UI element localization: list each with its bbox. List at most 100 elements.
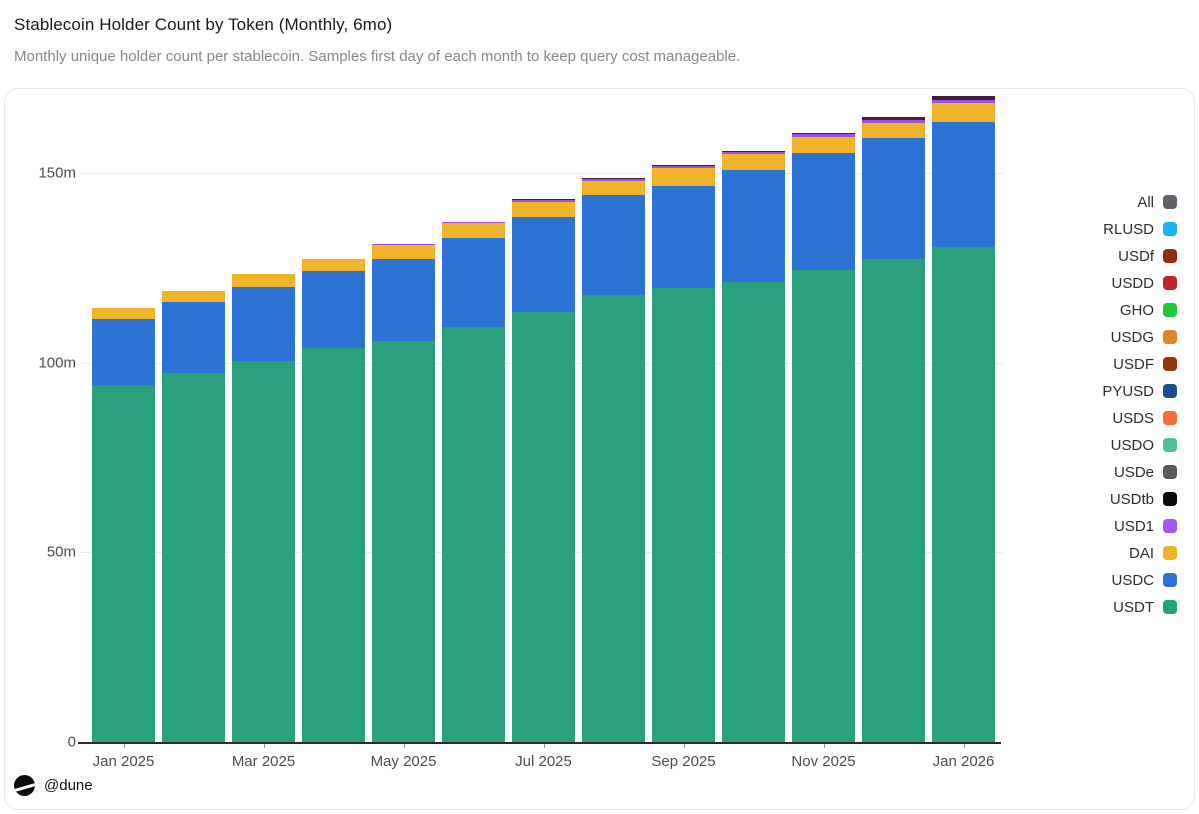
bar-segment-DAI-Aug-2025[interactable] [582, 180, 645, 195]
bar-segment-DAI-Dec-2025[interactable] [862, 122, 925, 139]
bar-segment-Other-minor-stablecoins-Oct-2025[interactable] [722, 150, 785, 152]
bar-segment-DAI-Jan-2026[interactable] [932, 103, 995, 123]
bar-segment-DAI-Jan-2025[interactable] [92, 308, 155, 320]
legend-swatch-USDS [1163, 411, 1177, 425]
legend-label-USD1: USD1 [1113, 517, 1154, 535]
bar-segment-USDT-Jul-2025[interactable] [512, 312, 575, 742]
bar-segment-USDT-Apr-2025[interactable] [302, 347, 365, 742]
bar-segment-USDC-Sep-2025[interactable] [652, 185, 715, 288]
x-axis-label-Nov-2025: Nov 2025 [791, 753, 856, 770]
bar-segment-USD1-Nov-2025[interactable] [792, 134, 855, 137]
x-tick-Sep-2025 [683, 744, 685, 748]
x-tick-Jan-2025 [123, 744, 125, 748]
legend-item-GHO[interactable]: GHO [1120, 300, 1177, 320]
x-axis-label-Jan-2025: Jan 2025 [92, 753, 155, 770]
bar-segment-USDT-Jun-2025[interactable] [442, 327, 505, 742]
legend-item-PYUSD[interactable]: PYUSD [1102, 381, 1177, 401]
x-axis-label-Mar-2025: Mar 2025 [231, 753, 296, 770]
legend-label-USDf: USDf [1118, 247, 1154, 265]
bar-segment-USDC-Apr-2025[interactable] [302, 270, 365, 348]
bar-segment-USD1-Sep-2025[interactable] [652, 165, 715, 169]
legend-swatch-USDe [1163, 465, 1177, 479]
bar-segment-Other-minor-stablecoins-Sep-2025[interactable] [652, 164, 715, 166]
bar-segment-USDC-Jan-2026[interactable] [932, 122, 995, 247]
y-axis-label-0: 0 [67, 733, 76, 751]
bar-segment-USD1-May-2025[interactable] [372, 244, 435, 246]
legend-item-USDF[interactable]: USDF [1113, 354, 1177, 374]
x-axis-line [78, 742, 1001, 744]
bar-segment-USDC-Aug-2025[interactable] [582, 195, 645, 296]
bar-segment-Other-minor-stablecoins-Dec-2025[interactable] [862, 116, 925, 120]
bar-segment-Other-minor-stablecoins-Jan-2026[interactable] [932, 95, 995, 100]
legend-swatch-GHO [1163, 303, 1177, 317]
legend-label-USDtb: USDtb [1109, 490, 1154, 508]
bar-segment-Other-minor-stablecoins-Jul-2025[interactable] [512, 198, 575, 200]
legend-swatch-USDF [1163, 357, 1177, 371]
legend-item-RLUSD[interactable]: RLUSD [1103, 219, 1177, 239]
bar-segment-USDT-May-2025[interactable] [372, 341, 435, 742]
bar-segment-USDT-Nov-2025[interactable] [792, 270, 855, 742]
bar-segment-USDC-Jun-2025[interactable] [442, 237, 505, 327]
bar-segment-DAI-May-2025[interactable] [372, 245, 435, 260]
bar-segment-USDC-Nov-2025[interactable] [792, 152, 855, 271]
bar-segment-USDC-Mar-2025[interactable] [232, 287, 295, 362]
legend-label-DAI: DAI [1128, 544, 1154, 562]
bar-segment-DAI-Jun-2025[interactable] [442, 223, 505, 238]
legend-label-USDT: USDT [1113, 598, 1154, 616]
legend-label-USDO: USDO [1110, 436, 1154, 454]
legend-item-USDC[interactable]: USDC [1111, 570, 1177, 590]
legend-label-PYUSD: PYUSD [1102, 382, 1154, 400]
bar-segment-DAI-Nov-2025[interactable] [792, 136, 855, 153]
x-tick-Nov-2025 [823, 744, 825, 748]
bar-segment-Other-minor-stablecoins-Nov-2025[interactable] [792, 133, 855, 135]
bar-segment-DAI-Mar-2025[interactable] [232, 273, 295, 288]
bar-segment-USDC-Jul-2025[interactable] [512, 217, 575, 313]
bar-segment-DAI-Oct-2025[interactable] [722, 154, 785, 170]
y-axis-label-50m: 50m [46, 543, 76, 561]
legend-item-USDG[interactable]: USDG [1111, 327, 1177, 347]
bar-segment-USDT-Jan-2025[interactable] [92, 385, 155, 742]
legend-item-USDtb[interactable]: USDtb [1110, 489, 1177, 509]
bar-segment-DAI-Apr-2025[interactable] [302, 259, 365, 271]
bar-segment-Other-minor-stablecoins-Aug-2025[interactable] [582, 177, 645, 179]
legend-label-USDC: USDC [1111, 571, 1154, 589]
legend-item-DAI[interactable]: DAI [1129, 543, 1177, 563]
legend-item-USDS[interactable]: USDS [1112, 408, 1177, 428]
bar-segment-USDC-Oct-2025[interactable] [722, 169, 785, 282]
bar-segment-USDC-Dec-2025[interactable] [862, 138, 925, 260]
legend-item-USDf[interactable]: USDf [1118, 246, 1177, 266]
bar-segment-USDT-Aug-2025[interactable] [582, 295, 645, 742]
bar-segment-USD1-Dec-2025[interactable] [862, 119, 925, 123]
legend-item-All[interactable]: All [1137, 192, 1177, 212]
legend-label-USDD: USDD [1111, 274, 1154, 292]
legend-item-USD1[interactable]: USD1 [1114, 516, 1177, 536]
legend-swatch-USDtb [1163, 492, 1177, 506]
bar-segment-USD1-Jun-2025[interactable] [442, 221, 505, 224]
legend-item-USDO[interactable]: USDO [1111, 435, 1177, 455]
bar-segment-USDT-Sep-2025[interactable] [652, 287, 715, 742]
bar-segment-USD1-Jan-2026[interactable] [932, 99, 995, 104]
bar-segment-USD1-Aug-2025[interactable] [582, 178, 645, 181]
bar-segment-DAI-Feb-2025[interactable] [162, 290, 225, 302]
bar-segment-USDT-Dec-2025[interactable] [862, 259, 925, 742]
bar-segment-USDC-Jan-2025[interactable] [92, 319, 155, 386]
bar-segment-USDT-Oct-2025[interactable] [722, 281, 785, 742]
legend-item-USDT[interactable]: USDT [1113, 597, 1177, 617]
bar-segment-USD1-Jul-2025[interactable] [512, 199, 575, 202]
bar-segment-USDC-May-2025[interactable] [372, 259, 435, 342]
x-axis-label-Sep-2025: Sep 2025 [651, 753, 716, 770]
legend-swatch-USDC [1163, 573, 1177, 587]
bar-segment-USDT-Feb-2025[interactable] [162, 372, 225, 742]
legend-swatch-USDG [1163, 330, 1177, 344]
bar-segment-USDC-Feb-2025[interactable] [162, 301, 225, 373]
bar-segment-DAI-Jul-2025[interactable] [512, 201, 575, 217]
bar-segment-USD1-Oct-2025[interactable] [722, 151, 785, 155]
legend-label-RLUSD: RLUSD [1103, 220, 1154, 238]
legend-item-USDe[interactable]: USDe [1114, 462, 1177, 482]
legend-item-USDD[interactable]: USDD [1111, 273, 1177, 293]
legend-swatch-USDD [1163, 276, 1177, 290]
bar-segment-USDT-Jan-2026[interactable] [932, 246, 995, 742]
bar-segment-DAI-Sep-2025[interactable] [652, 168, 715, 186]
legend-label-USDS: USDS [1112, 409, 1154, 427]
bar-segment-USDT-Mar-2025[interactable] [232, 361, 295, 742]
